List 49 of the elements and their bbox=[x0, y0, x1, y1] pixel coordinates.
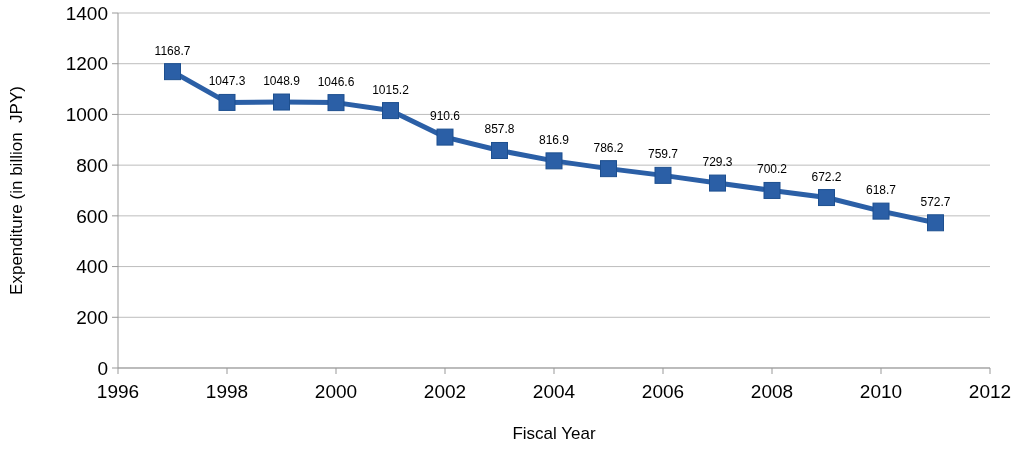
point bbox=[763, 181, 781, 199]
point bbox=[872, 202, 890, 220]
data-label: 572.7 bbox=[920, 194, 951, 209]
point bbox=[818, 189, 835, 207]
x-tick-label: 2004 bbox=[532, 381, 576, 402]
point bbox=[709, 174, 726, 192]
point bbox=[327, 94, 345, 112]
data-label: 1046.6 bbox=[317, 74, 355, 89]
point bbox=[545, 152, 563, 170]
data-label: 618.7 bbox=[865, 183, 897, 198]
y-tick-label: 1200 bbox=[65, 53, 108, 75]
data-label: 910.6 bbox=[429, 109, 461, 124]
data-label: 1015.2 bbox=[372, 82, 410, 97]
point bbox=[436, 128, 454, 146]
y-tick-label: 800 bbox=[76, 154, 108, 176]
data-label: 700.2 bbox=[756, 162, 788, 177]
data-label: 729.3 bbox=[702, 155, 733, 170]
data-label: 816.9 bbox=[538, 132, 570, 147]
y-tick-label: 1000 bbox=[65, 104, 108, 126]
point bbox=[382, 102, 399, 120]
x-tick-label: 1996 bbox=[96, 381, 140, 402]
data-label: 759.7 bbox=[647, 147, 679, 162]
point bbox=[600, 160, 617, 178]
point bbox=[273, 93, 290, 111]
y-axis-title: Expenditure (in billion JPY) bbox=[7, 86, 26, 295]
x-tick-label: 2002 bbox=[423, 381, 467, 402]
data-label: 1168.7 bbox=[154, 43, 191, 58]
y-tick-label: 1400 bbox=[65, 2, 108, 24]
data-label: 672.2 bbox=[811, 169, 842, 184]
data-label: 857.8 bbox=[484, 122, 515, 137]
x-tick-label: 2012 bbox=[968, 381, 1012, 402]
y-tick-label: 0 bbox=[97, 357, 108, 379]
point bbox=[491, 141, 508, 159]
point bbox=[164, 63, 181, 81]
point bbox=[927, 214, 944, 232]
x-tick-label: 1998 bbox=[205, 381, 249, 402]
x-tick-label: 2008 bbox=[750, 381, 794, 402]
x-axis-title: Fiscal Year bbox=[512, 424, 596, 443]
x-tick-label: 2000 bbox=[314, 381, 358, 402]
y-tick-label: 600 bbox=[76, 205, 108, 227]
point bbox=[654, 166, 672, 184]
data-label: 1047.3 bbox=[208, 74, 246, 89]
x-tick-label: 2006 bbox=[641, 381, 685, 402]
y-tick-label: 200 bbox=[76, 306, 108, 328]
x-tick-label: 2010 bbox=[859, 381, 903, 402]
data-label: 786.2 bbox=[593, 140, 624, 155]
data-label: 1048.9 bbox=[263, 74, 301, 89]
point bbox=[218, 93, 236, 111]
y-tick-label: 400 bbox=[76, 256, 108, 278]
